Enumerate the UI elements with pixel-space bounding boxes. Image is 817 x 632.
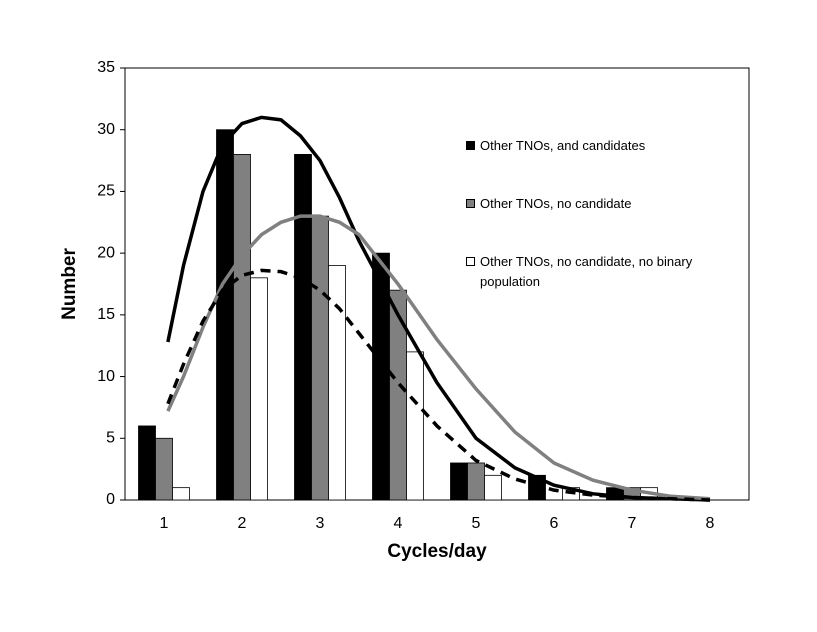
x-tick-label: 7 — [628, 515, 637, 532]
bar — [216, 129, 234, 501]
x-tick-label: 8 — [706, 515, 715, 532]
bar — [155, 437, 173, 501]
bar — [467, 462, 485, 501]
plot-frame — [124, 67, 750, 501]
bar — [484, 474, 502, 501]
x-tick-label: 3 — [316, 515, 325, 532]
bar — [406, 351, 424, 501]
y-tick-label: 25 — [97, 183, 115, 200]
bar — [389, 289, 407, 501]
y-tick-label: 35 — [97, 59, 115, 76]
bar — [294, 153, 312, 501]
legend: Other TNOs, and candidates Other TNOs, no… — [466, 136, 696, 330]
x-tick-label: 4 — [394, 515, 403, 532]
x-tick-label: 5 — [472, 515, 481, 532]
y-tick-label: 15 — [97, 306, 115, 323]
legend-label: Other TNOs, and candidates — [480, 138, 646, 153]
fit-curve — [166, 268, 711, 502]
legend-item: Other TNOs, no candidate, no binary popu… — [466, 252, 696, 292]
x-tick-label: 1 — [160, 515, 169, 532]
legend-swatch — [466, 141, 475, 150]
y-axis-title: Number — [59, 248, 80, 320]
y-tick-label: 5 — [106, 430, 115, 447]
bar — [233, 153, 251, 501]
bar — [172, 487, 190, 501]
bar — [138, 425, 156, 501]
legend-label: Other TNOs, no candidate — [480, 196, 632, 211]
x-tick-label: 2 — [238, 515, 247, 532]
y-tick-label: 20 — [97, 244, 115, 261]
legend-item: Other TNOs, and candidates — [466, 136, 696, 156]
legend-label: Other TNOs, no candidate, no binary popu… — [480, 254, 693, 289]
fit-curve — [166, 115, 711, 502]
bar — [328, 265, 346, 501]
bar — [250, 277, 268, 501]
y-tick-label: 30 — [97, 121, 115, 138]
fit-curve — [166, 214, 711, 501]
y-tick-label: 10 — [97, 368, 115, 385]
bar — [528, 474, 546, 501]
legend-swatch — [466, 199, 475, 208]
x-axis-title: Cycles/day — [387, 541, 487, 562]
legend-item: Other TNOs, no candidate — [466, 194, 696, 214]
y-tick-label: 0 — [106, 491, 115, 508]
x-tick-label: 6 — [550, 515, 559, 532]
legend-swatch — [466, 257, 475, 266]
bar — [450, 462, 468, 501]
bar — [311, 215, 329, 501]
